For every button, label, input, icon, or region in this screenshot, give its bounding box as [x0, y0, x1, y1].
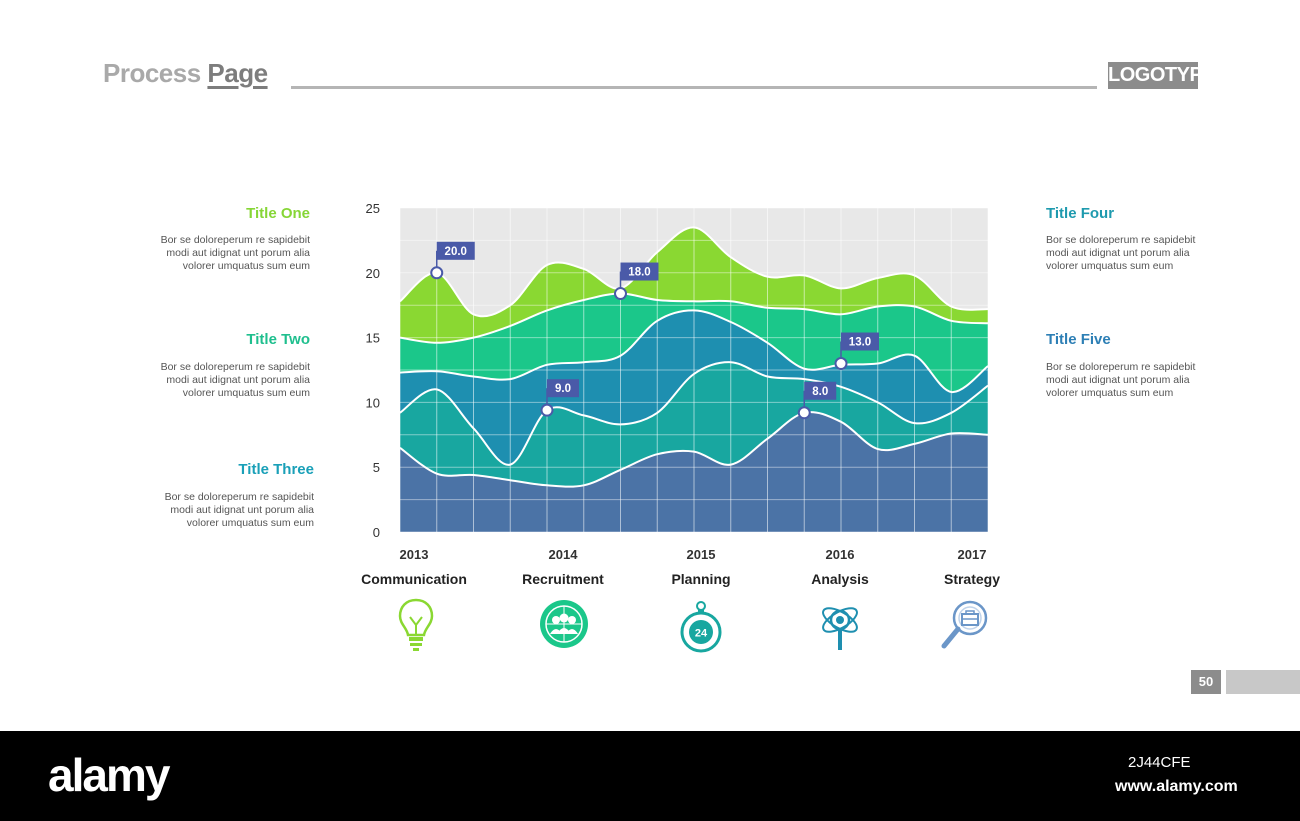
page-number-bar — [1226, 670, 1300, 694]
page-title-strong: Page — [207, 58, 268, 88]
data-label: 18.0 — [628, 267, 650, 279]
panel-body-line: Bor se doloreperum re sapidebit — [1046, 361, 1196, 373]
callout-flag — [804, 381, 837, 400]
panel-title-two: Title Two Bor se doloreperum re sapidebi… — [110, 331, 310, 400]
callout-flag — [436, 241, 475, 260]
panel-body-line: volorer umquatus sum eum — [182, 387, 310, 399]
y-tick-label: 10 — [366, 395, 380, 410]
data-label: 20.0 — [445, 246, 467, 258]
panel-body: Bor se doloreperum re sapidebit modi aut… — [110, 361, 310, 400]
panel-title-one: Title One Bor se doloreperum re sapidebi… — [110, 205, 310, 273]
x-tick-label: 2016 — [825, 547, 855, 562]
series-line — [399, 292, 989, 344]
panel-title: Title Two — [246, 331, 310, 348]
panel-body-line: modi aut idignat unt porum alia — [166, 247, 310, 259]
data-point — [430, 266, 444, 280]
page-number: 50 — [1191, 670, 1221, 694]
data-label: 8.0 — [812, 386, 828, 398]
footer-brand: alamy — [48, 749, 170, 801]
data-label: 9.0 — [555, 383, 571, 395]
data-point — [797, 406, 811, 420]
series-line — [399, 226, 989, 318]
series-line — [399, 411, 989, 488]
panel-body-line: modi aut idignat unt porum alia — [170, 504, 314, 516]
data-point — [540, 403, 554, 417]
atom-magnifier-icon — [822, 607, 858, 650]
team-globe-icon — [540, 600, 588, 648]
y-tick-label: 25 — [366, 201, 380, 216]
y-tick-label: 0 — [373, 525, 380, 540]
footer-image-id: 2J44CFE — [1128, 754, 1191, 771]
panel-title: Title Four — [1046, 205, 1115, 222]
panel-title: Title Three — [238, 461, 314, 478]
data-label: 13.0 — [849, 337, 871, 349]
panel-body-line: volorer umquatus sum eum — [1046, 387, 1174, 399]
x-tick-label: 2015 — [686, 547, 716, 562]
stacked-area-chart: 0 5 10 15 20 25 20.0 9.0 18.0 8.0 13.0 — [366, 201, 989, 540]
category-label: Communication — [361, 571, 467, 587]
x-tick-label: 2017 — [957, 547, 987, 562]
panel-title-three: Title Three Bor se doloreperum re sapide… — [114, 461, 314, 530]
y-tick-label: 5 — [373, 460, 380, 475]
callout-flag — [841, 332, 879, 351]
callout-flag — [620, 262, 659, 281]
series-line — [399, 361, 989, 466]
panel-body-line: Bor se doloreperum re sapidebit — [160, 361, 310, 373]
panel-body-line: modi aut idignat unt porum alia — [166, 374, 310, 386]
category-label: Strategy — [943, 571, 1001, 587]
header-divider — [291, 86, 1097, 89]
panel-body-line: Bor se doloreperum re sapidebit — [164, 491, 314, 503]
panel-body-line: Bor se doloreperum re sapidebit — [1046, 234, 1196, 246]
panel-body-line: volorer umquatus sum eum — [1046, 260, 1174, 272]
panel-title-four: Title Four Bor se doloreperum re sapideb… — [1046, 205, 1246, 273]
lightbulb-icon — [398, 598, 434, 651]
panel-body-line: modi aut idignat unt porum alia — [1046, 247, 1190, 259]
svg-text:24: 24 — [695, 628, 708, 640]
page-title: Process Page — [103, 58, 268, 89]
panel-body-line: Bor se doloreperum re sapidebit — [160, 234, 310, 246]
x-tick-label: 2013 — [399, 547, 429, 562]
panel-body-line: volorer umquatus sum eum — [182, 260, 310, 272]
footer-url[interactable]: www.alamy.com — [1115, 778, 1238, 795]
panel-title: Title One — [246, 205, 310, 222]
callout-flag — [547, 379, 579, 398]
panel-body: Bor se doloreperum re sapidebit modi aut… — [1046, 361, 1246, 400]
series-line — [399, 309, 989, 394]
briefcase-magnifier-icon — [941, 600, 988, 649]
panel-body: Bor se doloreperum re sapidebit modi aut… — [114, 491, 314, 530]
panel-title: Title Five — [1046, 331, 1111, 348]
page-title-light: Process — [103, 58, 201, 88]
panel-body: Bor se doloreperum re sapidebit modi aut… — [110, 234, 310, 273]
category-label: Planning — [671, 571, 731, 587]
data-point — [614, 287, 627, 301]
x-tick-label: 2014 — [548, 547, 578, 562]
category-label: Recruitment — [522, 571, 604, 587]
panel-body: Bor se doloreperum re sapidebit modi aut… — [1046, 234, 1246, 273]
panel-body-line: volorer umquatus sum eum — [186, 517, 314, 529]
data-point — [834, 357, 848, 371]
y-tick-label: 15 — [366, 331, 380, 346]
footer-bar — [0, 731, 1300, 821]
category-label: Analysis — [811, 571, 869, 587]
stopwatch-24-icon: 24 — [680, 601, 722, 653]
logo: LOGOTYPE — [1108, 62, 1216, 89]
y-tick-label: 20 — [366, 266, 380, 281]
panel-body-line: modi aut idignat unt porum alia — [1046, 374, 1190, 386]
panel-title-five: Title Five Bor se doloreperum re sapideb… — [1046, 331, 1246, 400]
